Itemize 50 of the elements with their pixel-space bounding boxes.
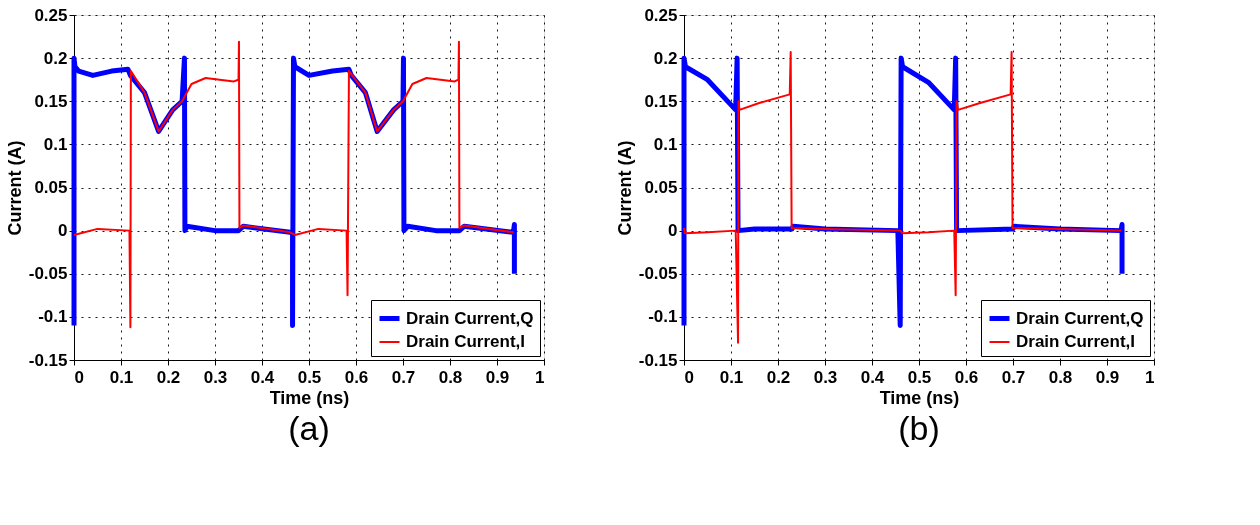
x-tick-label: 0.5	[297, 367, 322, 387]
x-tick-label: 0.6	[344, 367, 369, 387]
x-tick-label: 0	[684, 367, 694, 387]
x-tick-label: 0.3	[203, 367, 228, 387]
y-tick-label: -0.05	[28, 264, 68, 284]
y-tick-label: 0	[58, 221, 68, 241]
y-tick-label: 0.25	[644, 5, 678, 25]
x-tick-label: 0.4	[250, 367, 275, 387]
y-axis-title: Current (A)	[614, 140, 635, 236]
x-tick-label: 0.1	[109, 367, 134, 387]
y-tick-label: 0.25	[34, 5, 68, 25]
legend-label: Drain Current,I	[406, 332, 526, 351]
text: (a)	[288, 409, 330, 447]
x-tick-label: 0.2	[156, 367, 181, 387]
legend-label: Drain Current,Q	[406, 308, 534, 328]
x-tick-label: 0.7	[391, 367, 416, 387]
y-tick-label: -0.15	[28, 350, 68, 370]
x-tick-label: 0.8	[438, 367, 463, 387]
x-tick-label: 0.9	[485, 367, 510, 387]
y-tick-label: 0	[668, 221, 678, 241]
y-tick-label: 0.05	[644, 178, 678, 197]
x-tick-label: 1	[1145, 367, 1155, 387]
legend-label: Drain Current,I	[1016, 332, 1136, 351]
x-axis-title: Time (ns)	[879, 387, 960, 408]
x-tick-label: 1	[535, 367, 545, 387]
x-tick-label: 0.3	[813, 367, 838, 387]
x-tick-label: 0.1	[719, 367, 744, 387]
y-tick-label: -0.15	[638, 350, 678, 370]
y-tick-label: 0.05	[34, 178, 68, 197]
y-tick-label: 0.1	[43, 134, 68, 154]
x-axis-title: Time (ns)	[269, 387, 350, 408]
legend-label: Drain Current,Q	[1016, 308, 1144, 328]
x-tick-label: 0.2	[766, 367, 791, 387]
text: (b)	[898, 409, 940, 447]
y-tick-label: 0.15	[34, 91, 68, 111]
y-tick-label: -0.05	[638, 264, 678, 284]
x-tick-label: 0.8	[1048, 367, 1073, 387]
y-tick-label: -0.1	[38, 307, 68, 327]
y-axis-title: Current (A)	[4, 140, 25, 236]
y-tick-label: 0.1	[653, 134, 678, 154]
x-tick-label: 0	[74, 367, 84, 387]
x-tick-label: 0.4	[860, 367, 885, 387]
x-tick-label: 0.5	[907, 367, 932, 387]
y-tick-label: -0.1	[648, 307, 678, 327]
y-tick-label: 0.2	[43, 48, 68, 68]
x-tick-label: 0.9	[1095, 367, 1120, 387]
y-tick-label: 0.2	[653, 48, 678, 68]
x-tick-label: 0.7	[1001, 367, 1026, 387]
x-tick-label: 0.6	[954, 367, 979, 387]
y-tick-label: 0.15	[644, 91, 678, 111]
